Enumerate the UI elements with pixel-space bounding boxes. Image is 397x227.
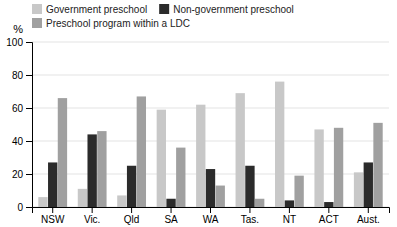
x-tick-label: ACT [319,214,339,225]
bar [275,82,284,207]
x-tick-mark [131,207,132,213]
x-tick-mark [210,207,211,213]
y-tick-label: 100 [6,37,23,48]
bar [216,186,225,207]
y-axis-label: % [13,23,23,35]
y-tick: 100 [6,37,32,48]
y-tick-label: 60 [12,103,24,114]
y-tick-mark [26,141,32,142]
x-tick: Vic. [84,207,101,225]
bar [117,195,126,207]
legend-swatch [159,4,169,14]
bar [255,199,264,207]
x-tick: SA [164,207,178,225]
legend-item: Government preschool [32,4,147,15]
chart: 0 20 40 60 80 100 NSW Vic. Qld SA WA Tas. NT ACT Aust.… [0,0,397,227]
bar [285,200,294,207]
bar [294,176,303,207]
x-tick: Qld [124,207,140,225]
bar [236,93,245,207]
x-tick-mark [52,207,53,213]
bar-series [38,82,363,207]
y-axis: 0 20 40 60 80 100 [6,37,32,213]
x-tick-label: NT [283,214,296,225]
legend-item: Preschool program within a LDC [32,18,190,29]
bar [334,128,343,207]
y-tick-mark [26,42,32,43]
grid-line [32,42,389,43]
y-tick: 0 [17,202,32,213]
x-tick: Tas. [241,207,259,225]
bars [38,82,382,207]
bar [78,189,87,207]
bar [354,172,363,207]
bar [157,110,166,207]
y-tick-mark [26,75,32,76]
bar [314,129,323,207]
x-tick: ACT [319,207,339,225]
bar [196,105,205,207]
legend-swatch [32,18,42,28]
bar [166,199,175,207]
legend: Government preschool Non-government presc… [32,4,294,29]
bar-series [48,134,373,207]
x-tick-mark [368,207,369,213]
y-tick: 40 [12,136,32,147]
grid-line [32,75,389,76]
y-tick-mark [26,108,32,109]
legend-label: Non-government preschool [173,4,294,15]
y-tick: 80 [12,70,32,81]
bar [176,148,185,207]
x-tick-label: SA [164,214,178,225]
y-tick: 20 [12,169,32,180]
x-tick-label: NSW [41,214,65,225]
bar [324,202,333,207]
x-tick: WA [203,207,219,225]
legend-label: Government preschool [46,4,147,15]
bar [373,123,382,207]
y-axis-line [26,43,33,208]
grid [32,42,389,207]
x-axis: NSW Vic. Qld SA WA Tas. NT ACT Aust. [33,207,390,225]
bar [48,162,57,207]
bar [206,169,215,207]
bar [97,131,106,207]
x-tick-mark [289,207,290,213]
legend-swatch [32,4,42,14]
bar [38,197,47,207]
bar [127,166,136,207]
x-axis-line [33,208,390,214]
bar [137,96,146,207]
y-tick: 60 [12,103,32,114]
x-tick-label: Tas. [241,214,259,225]
x-tick-mark [328,207,329,213]
x-tick-label: Aust. [357,214,380,225]
y-tick-label: 40 [12,136,24,147]
x-tick-label: Vic. [84,214,101,225]
y-tick-mark [26,207,32,208]
bar [245,166,254,207]
y-tick-label: 20 [12,169,24,180]
x-tick-label: Qld [124,214,140,225]
legend-label: Preschool program within a LDC [46,18,190,29]
bar-series [58,96,383,207]
bar [87,134,96,207]
y-tick-mark [26,174,32,175]
x-tick-mark [171,207,172,213]
x-tick: NT [283,207,296,225]
x-tick: Aust. [357,207,380,225]
x-tick-mark [249,207,250,213]
bar [58,98,67,207]
legend-item: Non-government preschool [159,4,294,15]
grid-line [32,108,389,109]
bar [364,162,373,207]
y-tick-label: 80 [12,70,24,81]
x-tick: NSW [41,207,65,225]
x-tick-mark [92,207,93,213]
x-tick-label: WA [203,214,219,225]
y-tick-label: 0 [17,202,23,213]
